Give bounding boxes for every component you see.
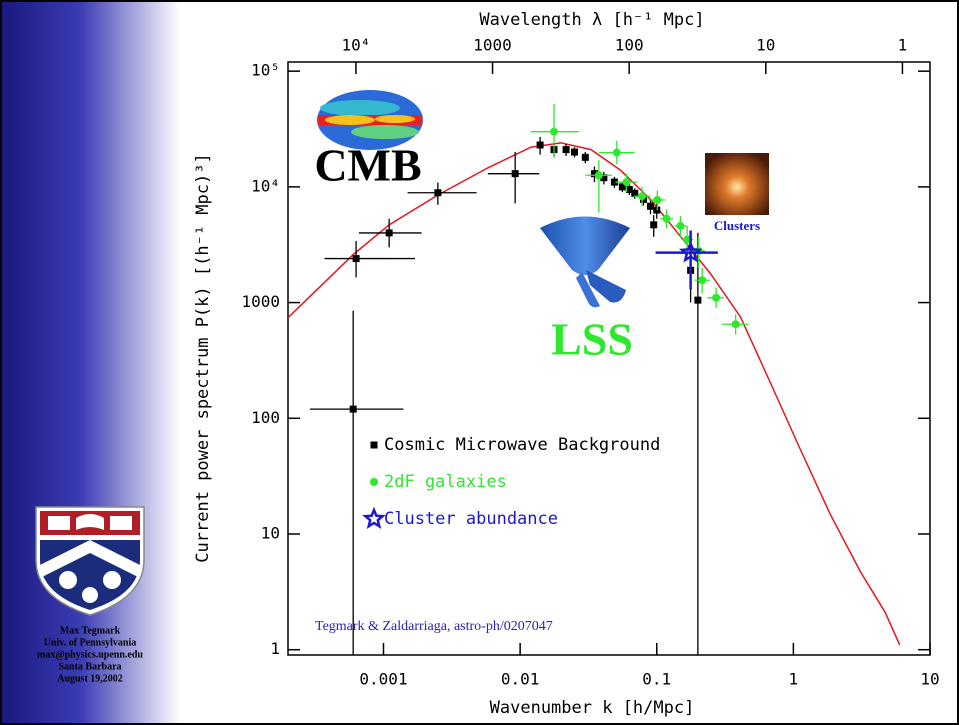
point [434,189,442,197]
lss-cone [540,216,630,308]
x-tick-label: 0.1 [642,670,671,689]
point [650,221,658,229]
author-line: August 19,2002 [57,673,123,684]
point [678,240,703,263]
author-block: Max Tegmark Univ. of Pennsylvania max@ph… [37,625,143,684]
x-tick-label: 10 [920,670,939,689]
y-tick-label: 1 [270,639,280,658]
legend-label: Cluster abundance [384,509,558,529]
author-line: Santa Barbara [58,661,121,672]
point [631,189,639,197]
legend-marker [362,506,386,529]
point [712,293,721,302]
y-tick-label: 10⁵ [251,61,280,80]
legend-marker [370,478,378,486]
point [385,229,393,237]
citation: Tegmark & Zaldarriaga, astro-ph/0207047 [315,619,553,634]
shield [35,506,145,616]
y-axis-label: Current power spectrum P(k) [(h⁻¹ Mpc)³] [193,153,213,562]
point [349,405,357,413]
point [590,170,598,178]
y-tick-label: 10⁴ [251,176,280,195]
point [683,235,692,244]
x2-tick-label: 10 [756,36,775,55]
point [612,148,621,157]
y-tick-label: 1000 [241,292,280,311]
x2-tick-label: 10⁴ [341,36,370,55]
chart: CMB LSS Clusters Tegmark & Zaldarriaga, … [193,10,940,718]
point [352,255,360,263]
point [536,141,544,149]
x-axis-label: Wavenumber k [h/Mpc] [490,698,695,718]
point [550,127,559,136]
point [600,174,608,182]
point [562,146,570,154]
author-line: Univ. of Pennsylvania [44,637,137,648]
author-line: max@physics.upenn.edu [37,649,143,660]
author-line: Max Tegmark [60,625,121,636]
x-tick-label: 0.01 [501,670,540,689]
point [694,296,702,304]
annotation: LSS [551,314,633,365]
y-tick-label: 10 [261,523,280,542]
point [731,320,740,329]
point [581,153,589,161]
plot-frame [287,61,931,656]
point [676,221,685,230]
point [625,185,633,193]
point [646,202,654,210]
plot-area [288,104,901,655]
sidebar [0,0,180,725]
point [610,178,618,186]
x-tick-label: 0.001 [359,670,407,689]
y-tick-label: 100 [251,408,280,427]
point [511,170,519,178]
point [622,178,631,187]
x2-tick-label: 100 [615,36,644,55]
point [662,214,671,223]
point [594,171,603,180]
legend-marker [370,441,378,449]
cluster-image [705,153,769,215]
x2-axis-label: Wavelength λ [h⁻¹ Mpc] [479,10,704,30]
x2-tick-label: 1 [898,36,908,55]
point [570,148,578,156]
x-tick-label: 1 [789,670,799,689]
cmb-map [317,90,423,150]
annotation: Clusters [714,218,760,233]
legend-label: Cosmic Microwave Background [384,435,660,455]
point [653,196,662,205]
annotation: CMB [314,140,421,191]
point [698,276,707,285]
point [618,183,626,191]
x2-tick-label: 1000 [473,36,512,55]
point [638,192,647,201]
legend-label: 2dF galaxies [384,472,507,492]
